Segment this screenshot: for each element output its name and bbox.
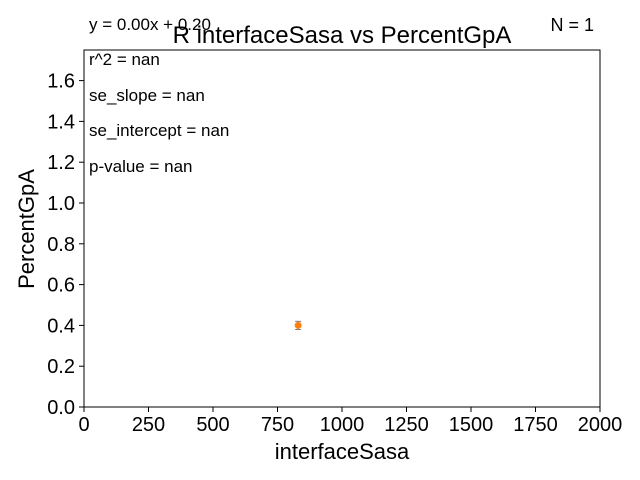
x-tick-label: 250 — [132, 414, 165, 436]
x-tick-label: 1500 — [449, 414, 494, 436]
y-tick-label: 1.0 — [47, 193, 75, 215]
y-tick-label: 0.2 — [47, 356, 75, 378]
y-axis-label: PercentGpA — [14, 169, 39, 289]
data-point — [294, 321, 302, 329]
se-intercept-stat: se_intercept = nan — [89, 121, 229, 140]
x-axis: 0 250 500 750 1000 1250 1500 1750 2000 — [78, 407, 622, 436]
y-tick-label: 1.2 — [47, 152, 75, 174]
x-tick-label: 1250 — [384, 414, 429, 436]
y-tick-label: 0.0 — [47, 397, 75, 419]
y-tick-label: 0.8 — [47, 234, 75, 256]
x-tick-label: 0 — [78, 414, 89, 436]
p-value-stat: p-value = nan — [89, 157, 193, 176]
se-slope-stat: se_slope = nan — [89, 86, 205, 105]
data-points — [294, 320, 302, 330]
y-tick-label: 0.4 — [47, 315, 75, 337]
x-tick-label: 1000 — [320, 414, 365, 436]
x-axis-label: interfaceSasa — [275, 439, 410, 464]
sample-size-label: N = 1 — [550, 15, 594, 35]
y-tick-label: 1.6 — [47, 71, 75, 93]
x-tick-label: 750 — [261, 414, 294, 436]
y-tick-label: 0.6 — [47, 275, 75, 297]
chart-title: R interfaceSasa vs PercentGpA — [173, 22, 512, 49]
y-axis: 0.0 0.2 0.4 0.6 0.8 1.0 1.2 1.4 1.6 — [47, 71, 84, 419]
x-tick-label: 500 — [196, 414, 229, 436]
x-tick-label: 2000 — [578, 414, 623, 436]
regression-equation: y = 0.00x + 0.20 — [89, 15, 211, 34]
r-squared-stat: r^2 = nan — [89, 50, 160, 69]
y-tick-label: 1.4 — [47, 111, 75, 133]
x-tick-label: 1750 — [513, 414, 558, 436]
